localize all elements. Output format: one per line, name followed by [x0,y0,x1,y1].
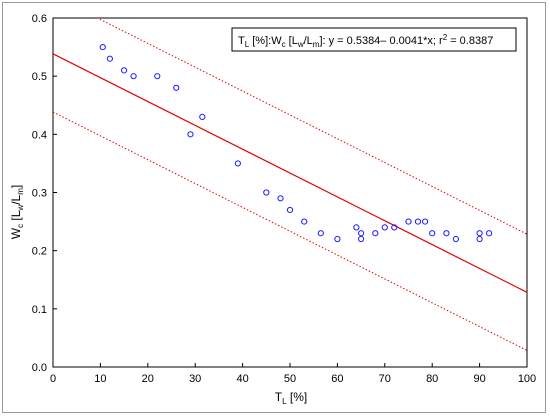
data-point [199,113,206,120]
regression-line [53,53,527,293]
x-tick-label: 90 [473,373,485,385]
data-point [301,218,308,225]
data-point [485,230,493,237]
data-point [421,218,429,225]
x-tick-label: 80 [426,373,438,385]
x-tick-label: 40 [236,373,248,385]
x-tick-label: 100 [518,373,536,385]
x-tick-label: 30 [189,373,201,385]
y-tick-label: 0.3 [32,188,47,200]
data-point [263,189,270,196]
data-point [414,218,422,225]
y-tick-label: 0.6 [32,13,47,25]
x-tick-label: 70 [379,373,391,385]
y-tick-label: 0.5 [32,71,47,83]
data-point [353,224,360,231]
data-point [277,195,284,202]
lower-prediction-band [53,111,527,351]
legend: TL [%]:Wc [Lw/Lm]: y = 0.5384– 0.0041*x;… [231,27,517,52]
data-point [358,235,365,243]
data-point [317,230,324,237]
data-point [391,224,398,231]
data-point [106,55,113,62]
data-point [234,160,241,167]
upper-prediction-band [96,18,527,235]
data-point [187,131,194,138]
data-point [381,224,388,231]
data-point [429,230,436,237]
data-point [99,43,106,51]
y-tick-label: 0.0 [32,362,47,374]
legend-text: TL [%]:Wc [Lw/Lm]: y = 0.5384– 0.0041*x;… [238,33,493,49]
y-tick-label: 0.2 [32,246,47,258]
chart-frame [2,2,546,413]
x-tick-label: 50 [284,373,296,385]
plot-area [52,17,528,368]
data-point [476,235,483,243]
data-point [334,235,341,243]
x-tick-label: 10 [94,373,106,385]
data-point [405,218,412,225]
data-point [121,67,128,74]
data-point [372,230,379,237]
x-tick-label: 0 [50,373,56,385]
data-point [286,206,294,214]
y-tick-label: 0.1 [32,304,47,316]
data-point [173,84,180,91]
data-point [452,235,459,243]
data-point [476,230,483,237]
x-tick-label: 20 [142,373,154,385]
x-tick-label: 60 [331,373,343,385]
data-point [154,73,161,80]
y-axis: 0.0 0.1 0.2 0.3 0.4 0.5 0.6 [32,13,57,374]
y-tick-label: 0.4 [32,129,47,141]
data-point [443,230,450,237]
data-points [99,43,493,243]
x-axis: 0 10 20 30 40 50 60 70 80 90 100 [50,363,536,385]
x-axis-title: TL [%] [275,390,307,406]
y-axis-title: Wc [Lw/Lm] [9,185,25,239]
data-point [130,73,137,80]
data-point [358,230,365,237]
